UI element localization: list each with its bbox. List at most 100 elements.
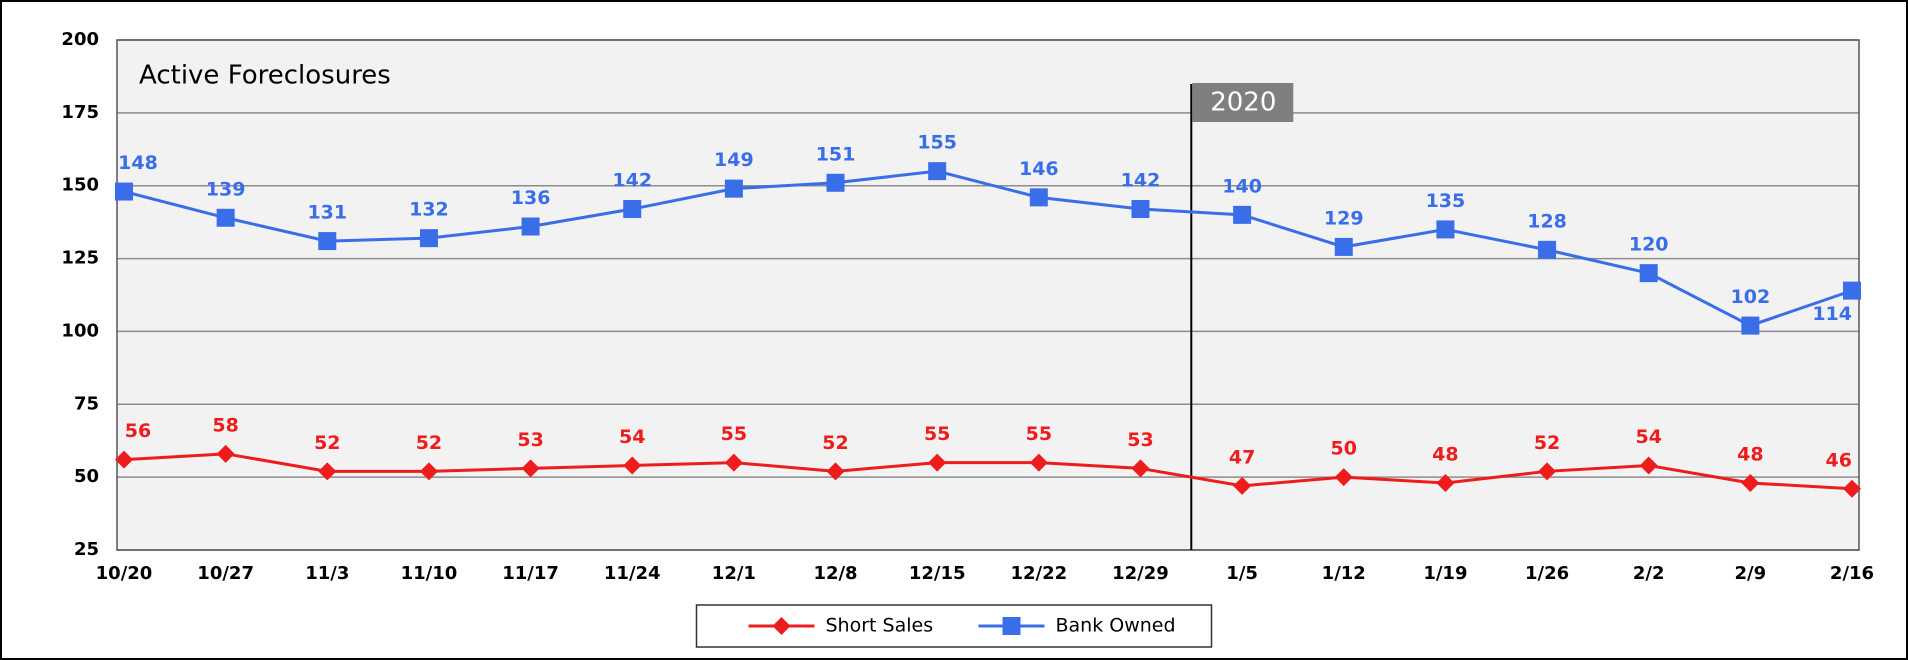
data-label: 52 [1534, 432, 1560, 454]
data-label: 142 [1121, 170, 1161, 192]
marker [419, 462, 438, 481]
x-tick-label: 2/9 [1735, 563, 1767, 584]
data-label: 53 [1127, 429, 1153, 451]
data-label: 54 [1635, 426, 1661, 448]
marker [1538, 240, 1557, 259]
annotation-label: 2020 [1210, 88, 1276, 118]
marker [521, 217, 540, 236]
marker [1741, 316, 1760, 335]
marker [1538, 462, 1557, 481]
annotation-box [1192, 83, 1294, 122]
marker [826, 462, 845, 481]
x-tick-label: 12/29 [1112, 563, 1169, 584]
data-label: 55 [721, 423, 747, 445]
marker [772, 617, 791, 635]
data-label: 151 [816, 143, 856, 165]
marker [1131, 459, 1150, 478]
marker [521, 459, 540, 478]
marker [1436, 473, 1455, 492]
y-tick-label: 175 [61, 102, 99, 123]
marker [318, 462, 337, 481]
marker [1436, 220, 1455, 239]
data-label: 58 [212, 414, 238, 436]
data-label: 102 [1731, 286, 1771, 308]
x-tick-label: 12/15 [909, 563, 966, 584]
x-tick-label: 11/24 [604, 563, 661, 584]
marker [115, 182, 133, 201]
data-label: 132 [409, 199, 449, 221]
data-label: 48 [1432, 443, 1458, 465]
data-label: 47 [1229, 446, 1255, 468]
data-label: 50 [1331, 438, 1357, 460]
data-label: 55 [1026, 423, 1052, 445]
marker [1741, 473, 1760, 492]
data-label: 48 [1737, 443, 1763, 465]
data-label: 142 [612, 170, 652, 192]
y-tick-label: 50 [74, 466, 99, 487]
data-label: 52 [416, 432, 442, 454]
x-tick-label: 12/1 [712, 563, 756, 584]
x-tick-label: 2/16 [1830, 563, 1874, 584]
x-tick-label: 10/27 [197, 563, 254, 584]
data-label: 53 [517, 429, 543, 451]
data-label: 46 [1826, 449, 1852, 471]
marker [1843, 479, 1861, 498]
y-tick-label: 150 [61, 175, 99, 196]
y-tick-label: 200 [61, 29, 99, 50]
marker [115, 450, 133, 469]
marker [1334, 237, 1353, 256]
marker [1029, 453, 1048, 472]
marker [1029, 188, 1048, 207]
data-label: 148 [118, 152, 158, 174]
y-tick-label: 100 [61, 320, 99, 341]
x-tick-label: 1/12 [1322, 563, 1366, 584]
data-label: 149 [714, 149, 754, 171]
marker [216, 208, 235, 227]
x-tick-label: 1/19 [1423, 563, 1467, 584]
x-tick-label: 12/22 [1010, 563, 1067, 584]
marker [419, 229, 438, 248]
marker [1843, 281, 1861, 300]
plot-background [117, 40, 1859, 550]
data-label: 135 [1426, 190, 1466, 212]
marker [1334, 468, 1353, 487]
data-label: 139 [206, 178, 246, 200]
data-label: 120 [1629, 234, 1669, 256]
legend-label: Short Sales [826, 615, 934, 637]
data-label: 56 [125, 420, 151, 442]
data-label: 131 [307, 202, 347, 224]
series-line [123, 452, 1853, 491]
x-tick-label: 12/8 [813, 563, 857, 584]
marker [1233, 476, 1252, 495]
data-label: 140 [1222, 175, 1262, 197]
marker [1639, 264, 1658, 283]
x-tick-label: 11/3 [305, 563, 349, 584]
data-label: 146 [1019, 158, 1059, 180]
data-label: 129 [1324, 207, 1364, 229]
marker [724, 453, 743, 472]
data-label: 155 [917, 132, 957, 154]
marker [216, 444, 235, 463]
data-label: 114 [1812, 303, 1852, 325]
data-label: 136 [511, 187, 551, 209]
marker [318, 232, 337, 251]
data-label: 54 [619, 426, 645, 448]
marker [1002, 617, 1021, 635]
marker [724, 179, 743, 198]
x-tick-label: 2/2 [1633, 563, 1665, 584]
marker [826, 173, 845, 192]
marker [623, 456, 642, 475]
y-tick-label: 25 [74, 539, 99, 560]
marker [1639, 456, 1658, 475]
marker [928, 162, 947, 181]
chart-title: Active Foreclosures [139, 61, 391, 91]
data-label: 52 [822, 432, 848, 454]
marker [1131, 200, 1150, 219]
legend-label: Bank Owned [1056, 615, 1176, 637]
x-tick-label: 11/17 [502, 563, 559, 584]
y-tick-label: 125 [61, 248, 99, 269]
x-tick-label: 10/20 [96, 563, 153, 584]
series-line [123, 169, 1853, 328]
data-label: 52 [314, 432, 340, 454]
